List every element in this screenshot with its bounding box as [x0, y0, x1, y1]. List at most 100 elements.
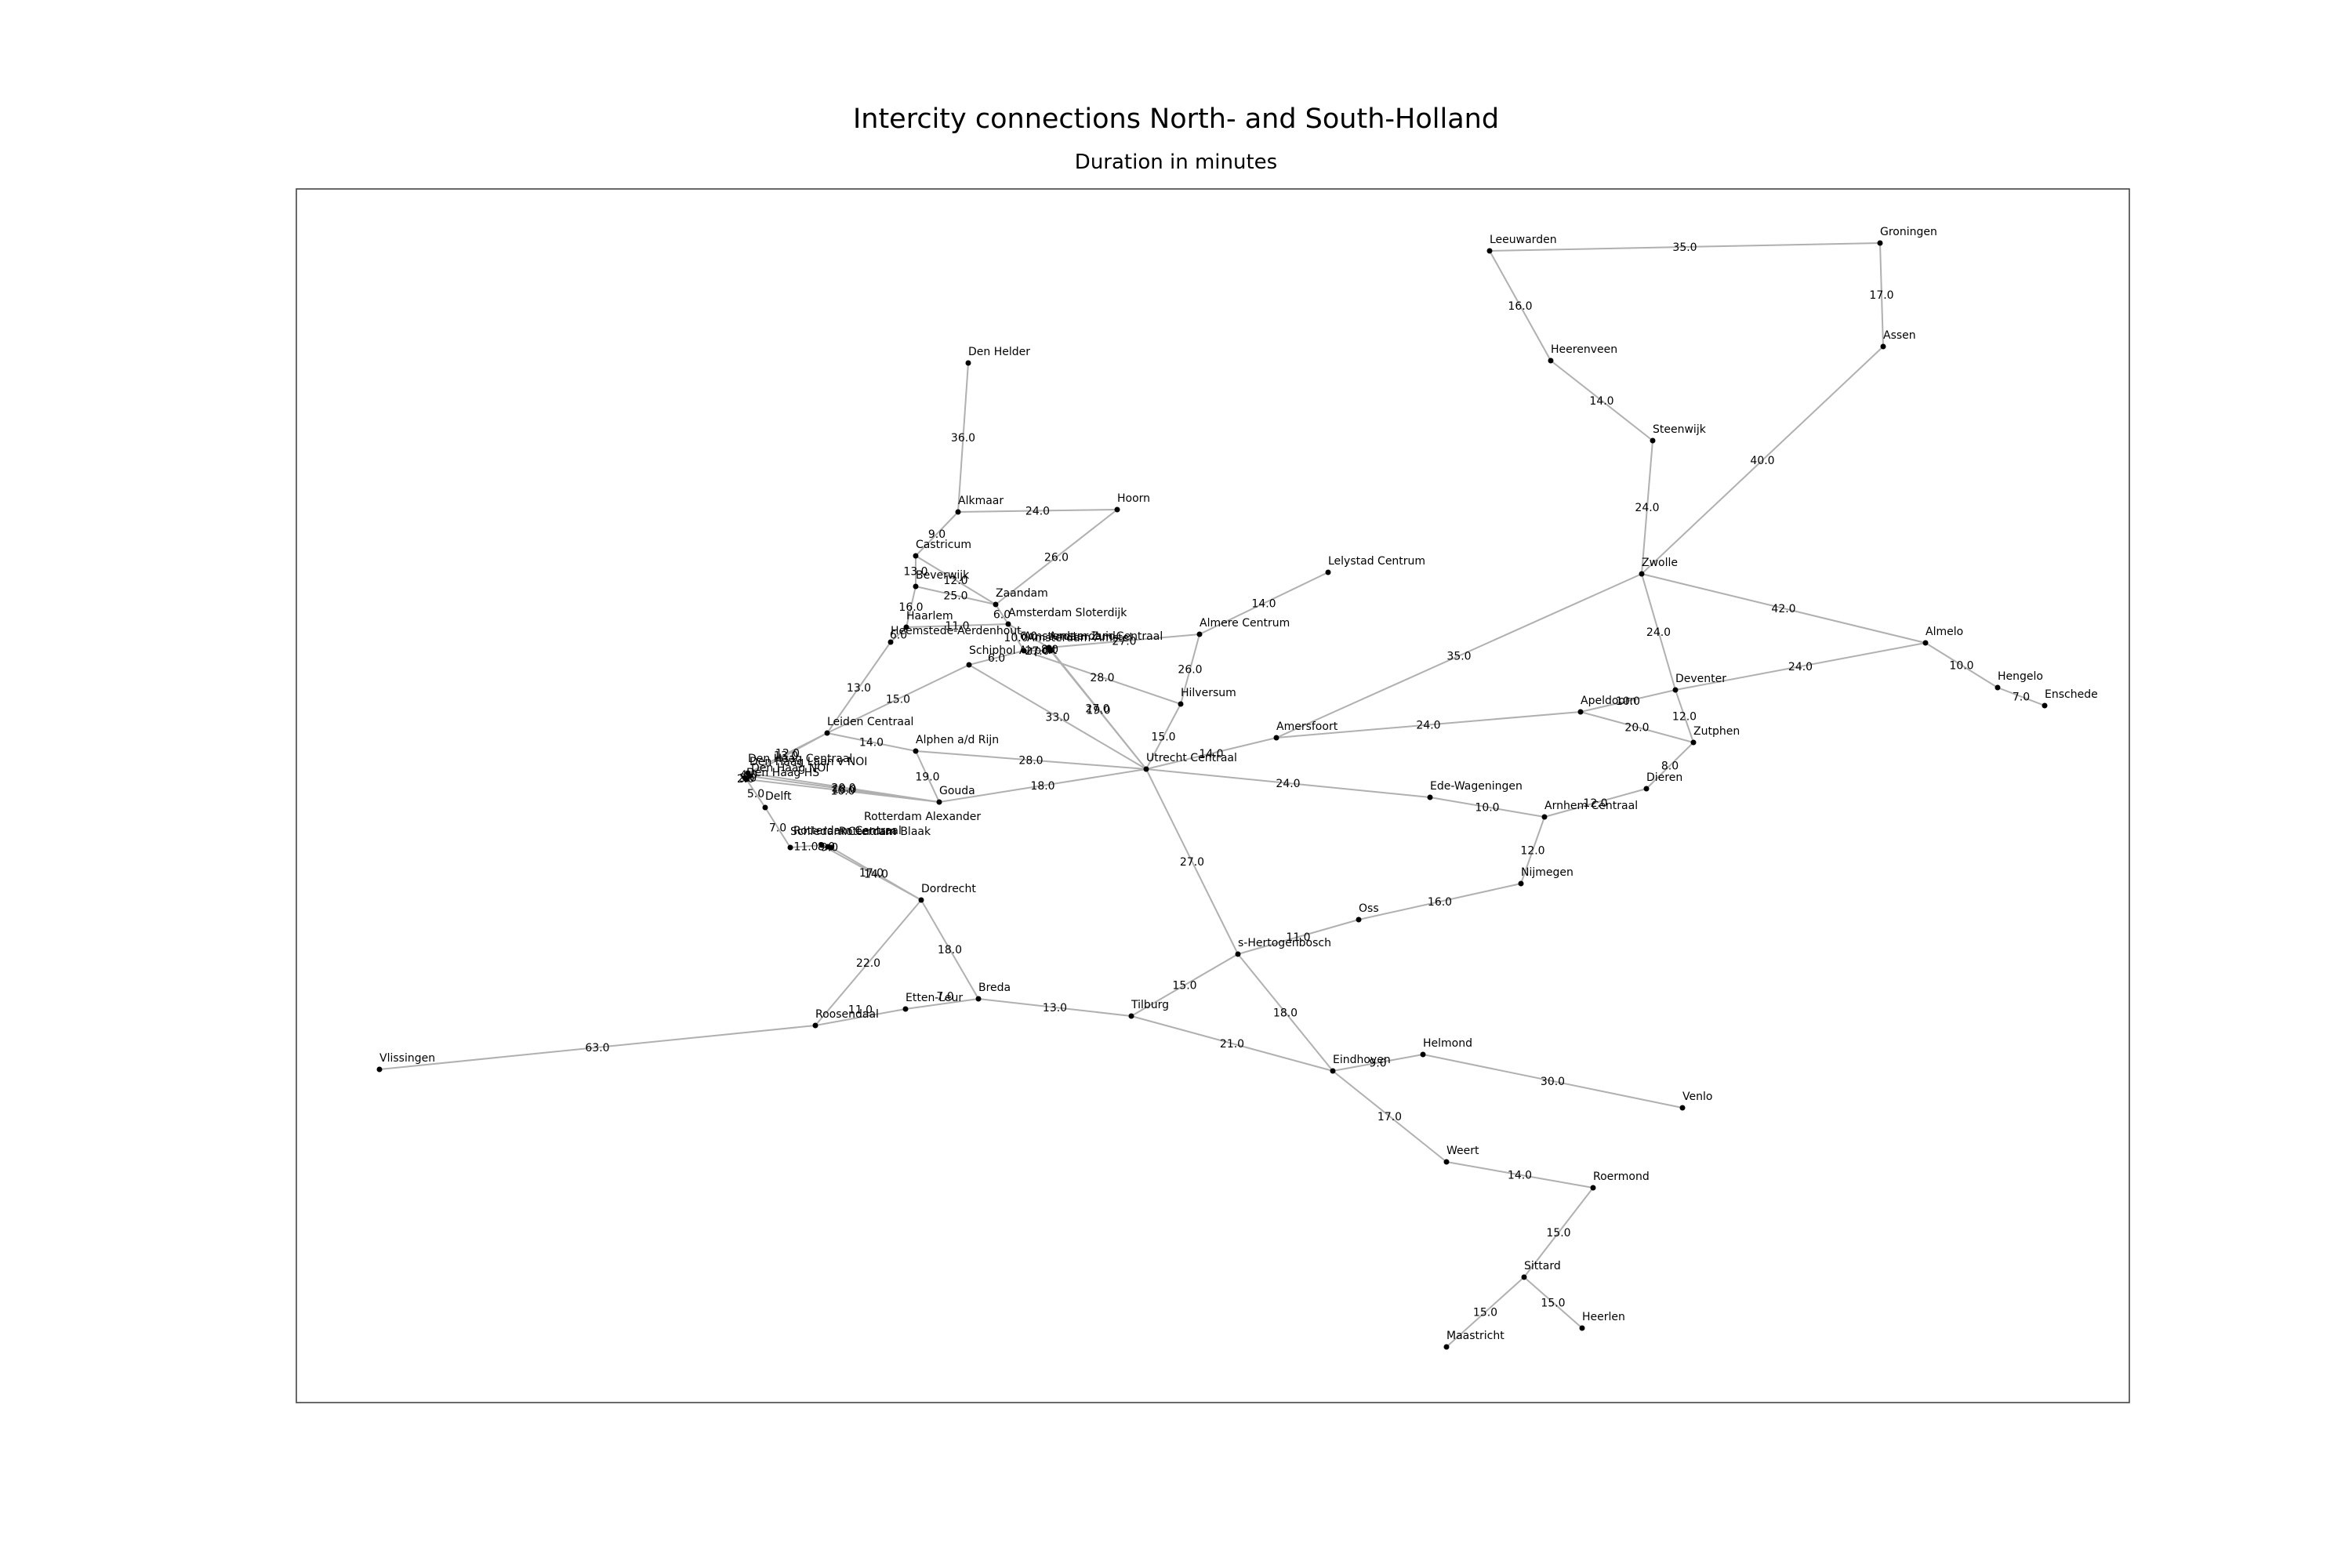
station-label: Delft	[765, 790, 792, 803]
station-label: Assen	[1883, 329, 1916, 342]
station-label: Amsterdam Sloterdijk	[1008, 607, 1127, 619]
edge-AmsterdamCentraal-UtrechtCentraal	[1048, 647, 1147, 770]
station-node	[966, 662, 972, 668]
edge-Oss-Nijmegen	[1358, 883, 1522, 920]
edge-label: 10.0	[1949, 660, 1973, 673]
edge-Tilburg-Hertogenbosch	[1131, 953, 1239, 1017]
edge-label: 30.0	[1541, 1076, 1565, 1088]
edge-label: 16.0	[898, 601, 923, 614]
edge-label: 18.0	[1030, 780, 1054, 793]
edge-label: 15.0	[1546, 1227, 1570, 1240]
edge-label: 20.0	[1624, 722, 1649, 735]
station-label: Schiphol Airport	[969, 644, 1057, 657]
edge-label: 10.0	[830, 786, 855, 798]
edge-label: 12.0	[775, 748, 800, 760]
edge-Sittard-Maastricht	[1446, 1276, 1525, 1348]
station-node	[1427, 794, 1433, 800]
edge-label: 24.0	[1025, 506, 1050, 518]
station-label: Heerlen	[1582, 1311, 1625, 1323]
edge-Alphen-Gouda	[915, 750, 940, 803]
station-label: Almelo	[1926, 626, 1963, 638]
edge-Hertogenbosch-Eindhoven	[1237, 953, 1334, 1072]
edge-Schiphol-AmsterdamZuid	[968, 650, 1025, 666]
edge-label: 27.0	[1180, 856, 1204, 869]
station-label: Heerenveen	[1551, 343, 1617, 356]
edge-Sittard-Heerlen	[1523, 1276, 1583, 1329]
edge-label: 17.0	[1869, 289, 1893, 302]
chart-subtitle: Duration in minutes	[1074, 151, 1278, 174]
station-node	[1690, 739, 1697, 746]
station-node	[903, 624, 909, 630]
edge-label: 28.0	[1090, 672, 1114, 684]
station-node	[1443, 1159, 1450, 1165]
station-label: s-Hertogenbosch	[1238, 937, 1331, 949]
edge-Groningen-Assen	[1879, 242, 1884, 347]
edge-Eindhoven-Helmond	[1332, 1054, 1424, 1072]
edge-label: 22.0	[856, 957, 880, 970]
edge-Amersfoort-Zwolle	[1276, 573, 1642, 739]
node-layer	[376, 240, 2048, 1350]
edge-label: 10.0	[1004, 632, 1028, 644]
station-node	[918, 897, 924, 903]
edge-Roosendaal-EttenLeur	[815, 1008, 906, 1026]
edge-Dordrecht-Roosendaal	[815, 899, 922, 1026]
edge-DenHaagHS-Delft	[746, 779, 766, 808]
edge-label: 27.0	[1112, 636, 1136, 648]
station-label: Arnhem Centraal	[1544, 800, 1638, 812]
edge-UtrechtCentraal-Amersfoort	[1145, 737, 1277, 770]
station-node	[1922, 640, 1929, 646]
station-label: Ede-Wageningen	[1430, 780, 1523, 793]
edge-label: 18.0	[832, 784, 856, 797]
node-label-layer: Groningen Leeuwarden Assen Heerenveen Steenw…	[379, 226, 2098, 1342]
edge-label: 25.0	[943, 590, 967, 603]
station-label: Hilversum	[1181, 687, 1236, 699]
edge-AmsterdamSloterdijk-AmsterdamZuid	[1007, 623, 1025, 652]
station-label: Steenwijk	[1653, 423, 1707, 436]
station-node	[1273, 735, 1279, 741]
station-label: Deventer	[1675, 673, 1726, 685]
edge-Eindhoven-Weert	[1332, 1070, 1447, 1163]
edge-label: 42.0	[1771, 603, 1795, 615]
edge-label: 28.0	[1018, 755, 1043, 768]
edge-Deventer-Almelo	[1675, 642, 1926, 691]
station-node	[1880, 343, 1886, 350]
edge-layer	[379, 242, 2045, 1348]
edge-EdeWageningen-ArnhemCentraal	[1429, 797, 1545, 818]
station-node	[1590, 1185, 1596, 1191]
station-node	[1128, 1013, 1134, 1019]
edge-Haarlem-Heemstede	[890, 626, 907, 643]
edge-Beverwijk-Haarlem	[906, 586, 916, 628]
edge-Vlissingen-Roosendaal	[379, 1025, 816, 1070]
station-label: Groningen	[1880, 226, 1937, 238]
edge-label: 26.0	[1044, 552, 1069, 564]
station-label: Haarlem	[906, 610, 953, 622]
edge-Dieren-ArnhemCentraal	[1544, 788, 1647, 818]
edge-label: 17.0	[859, 867, 884, 880]
edge-label: 11.0	[1286, 931, 1310, 944]
edge-label: 35.0	[1672, 241, 1697, 254]
station-label: Amsterdam Zuid	[1024, 630, 1116, 643]
edge-label: 14.0	[1251, 598, 1276, 611]
station-label: Almere Centrum	[1200, 617, 1290, 630]
edge-Zwolle-Almelo	[1641, 573, 1926, 644]
edge-label: 13.0	[903, 566, 927, 579]
edge-label: 12.0	[1520, 845, 1544, 858]
edge-label: 13.0	[1043, 1002, 1067, 1014]
edge-Hengelo-Enschede	[1997, 687, 2045, 706]
edge-label: 15.0	[1151, 731, 1175, 744]
station-node	[913, 583, 919, 590]
edge-Heerenveen-Steenwijk	[1550, 360, 1653, 441]
edge-UtrechtCentraal-EdeWageningen	[1145, 768, 1431, 798]
station-node	[1356, 916, 1362, 923]
edge-Hoorn-Zaandam	[995, 509, 1118, 605]
edge-label: 17.0	[1377, 1111, 1402, 1123]
edge-label: 12.0	[943, 575, 967, 587]
station-node	[1577, 709, 1584, 715]
edge-ArnhemCentraal-Nijmegen	[1520, 816, 1545, 884]
edge-label: 26.0	[1178, 664, 1202, 677]
edge-label: 27.0	[1085, 703, 1109, 716]
edge-label: 33.0	[1045, 712, 1069, 724]
edge-label: 24.0	[1635, 502, 1659, 514]
station-node	[1672, 687, 1679, 693]
